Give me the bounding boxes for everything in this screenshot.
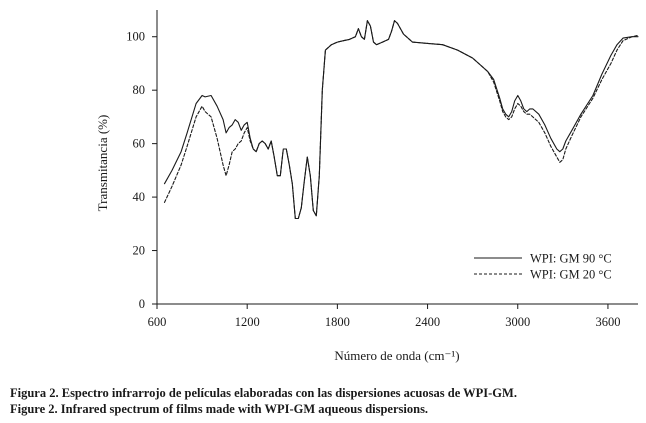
y-axis-label: Transmitancia (%) — [95, 115, 110, 212]
legend-label-gm-90c: WPI: GM 90 °C — [530, 252, 612, 266]
y-tick-label: 20 — [133, 244, 146, 258]
x-tick-label: 2400 — [415, 315, 440, 329]
x-tick-label: 1200 — [235, 315, 260, 329]
legend-label-gm-20c: WPI: GM 20 °C — [530, 268, 612, 282]
y-tick-label: 0 — [139, 297, 145, 311]
series-line-gm-90c — [163, 20, 639, 220]
legend: WPI: GM 90 °C WPI: GM 20 °C — [474, 252, 612, 282]
x-tick-label: 1800 — [325, 315, 350, 329]
y-tick-label: 80 — [133, 83, 146, 97]
x-tick-label: 3600 — [595, 315, 620, 329]
x-tick-label: 600 — [148, 315, 167, 329]
x-axis-label: Número de onda (cm⁻¹) — [334, 348, 459, 363]
y-axis-ticks: 0 20 40 60 80 100 — [126, 30, 157, 311]
x-axis-ticks: 600 1200 1800 2400 3000 3600 — [148, 304, 620, 329]
ftir-chart: 600 1200 1800 2400 3000 3600 0 20 40 60 80 100 WPI… — [95, 10, 639, 363]
x-tick-label: 3000 — [505, 315, 530, 329]
figure-caption-spanish: Figura 2. Espectro infrarrojo de películ… — [10, 386, 517, 400]
y-tick-label: 60 — [133, 137, 146, 151]
figure-caption-english: Figure 2. Infrared spectrum of films mad… — [10, 402, 429, 416]
series-layer — [163, 20, 639, 220]
series-line-gm-20c — [163, 20, 639, 220]
axes — [156, 10, 638, 305]
y-tick-label: 40 — [133, 190, 146, 204]
y-tick-label: 100 — [126, 30, 145, 44]
